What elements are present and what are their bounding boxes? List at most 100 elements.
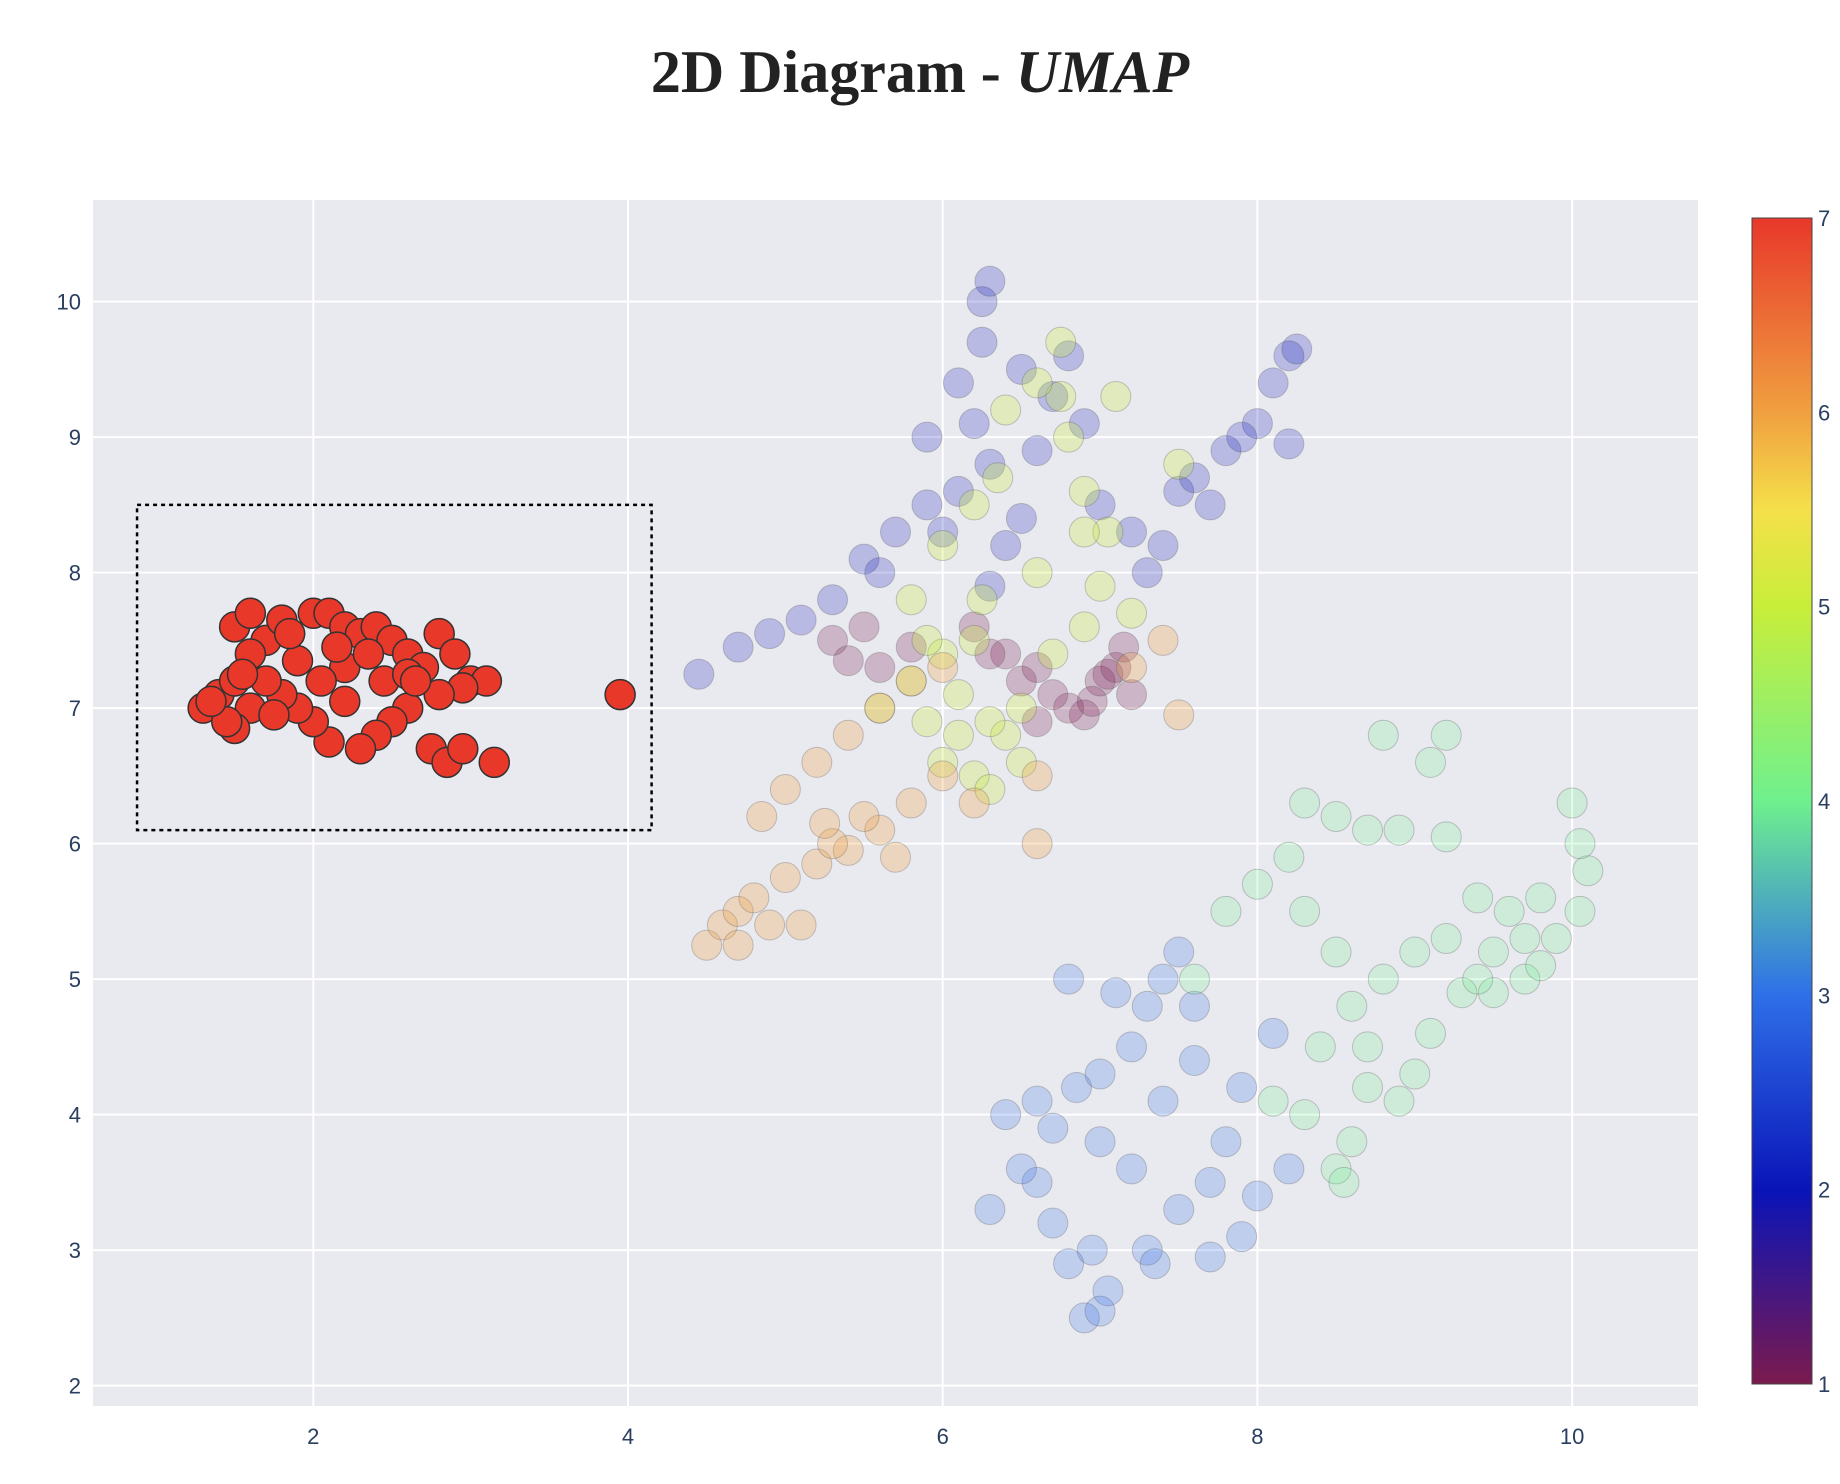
data-point[interactable]	[1320, 1153, 1352, 1185]
data-point[interactable]	[1399, 936, 1431, 968]
data-point[interactable]	[722, 631, 754, 663]
data-point[interactable]	[1068, 1302, 1100, 1334]
data-point[interactable]	[1092, 1275, 1124, 1307]
data-point[interactable]	[1131, 990, 1163, 1022]
data-point[interactable]	[344, 733, 377, 765]
data-point[interactable]	[1564, 895, 1596, 927]
data-point[interactable]	[769, 773, 801, 805]
data-point[interactable]	[1289, 1099, 1321, 1131]
data-point[interactable]	[880, 841, 911, 873]
data-point[interactable]	[1139, 1248, 1171, 1280]
data-point[interactable]	[1241, 868, 1273, 900]
data-point[interactable]	[864, 692, 896, 724]
data-point[interactable]	[895, 584, 927, 616]
data-point[interactable]	[974, 638, 1006, 670]
data-point[interactable]	[1194, 1241, 1226, 1273]
data-point[interactable]	[1328, 1166, 1360, 1198]
data-point[interactable]	[1509, 963, 1541, 995]
data-point[interactable]	[1116, 1153, 1148, 1185]
data-point[interactable]	[982, 462, 1014, 494]
data-point[interactable]	[1226, 421, 1258, 453]
data-point[interactable]	[895, 787, 927, 819]
data-point[interactable]	[706, 909, 738, 941]
data-point[interactable]	[1462, 963, 1494, 995]
data-point[interactable]	[1068, 475, 1100, 507]
data-point[interactable]	[1021, 651, 1053, 683]
data-point[interactable]	[1021, 367, 1053, 399]
data-point[interactable]	[1178, 462, 1210, 494]
data-point[interactable]	[195, 685, 227, 718]
data-point[interactable]	[1021, 760, 1053, 792]
data-point[interactable]	[990, 530, 1022, 562]
data-point[interactable]	[1068, 516, 1100, 548]
data-point[interactable]	[911, 489, 943, 521]
data-point[interactable]	[911, 624, 943, 656]
data-point[interactable]	[1320, 801, 1352, 833]
data-point[interactable]	[1383, 814, 1415, 846]
data-point[interactable]	[1100, 977, 1132, 1009]
data-point[interactable]	[1320, 936, 1352, 968]
data-point[interactable]	[785, 604, 817, 636]
data-point[interactable]	[1147, 1085, 1179, 1117]
data-point[interactable]	[801, 848, 833, 880]
data-point[interactable]	[604, 678, 636, 711]
data-point[interactable]	[832, 834, 864, 866]
data-point[interactable]	[966, 286, 998, 318]
data-point[interactable]	[1037, 380, 1069, 412]
data-point[interactable]	[1116, 1031, 1148, 1063]
data-point[interactable]	[1037, 638, 1069, 670]
selection-box[interactable]	[135, 503, 653, 832]
data-point[interactable]	[1210, 435, 1242, 467]
data-point[interactable]	[817, 624, 849, 656]
data-point[interactable]	[958, 489, 990, 521]
data-point[interactable]	[1053, 963, 1085, 995]
data-point[interactable]	[958, 408, 990, 440]
data-point[interactable]	[1005, 692, 1037, 724]
data-point[interactable]	[1053, 1248, 1085, 1280]
data-point[interactable]	[990, 1099, 1022, 1131]
data-point[interactable]	[911, 421, 943, 453]
data-point[interactable]	[1076, 685, 1108, 717]
data-point[interactable]	[1383, 1085, 1415, 1117]
data-point[interactable]	[329, 685, 361, 718]
data-point[interactable]	[1273, 428, 1305, 460]
data-point[interactable]	[1273, 841, 1305, 873]
data-point[interactable]	[927, 746, 959, 778]
data-point[interactable]	[691, 929, 723, 961]
data-point[interactable]	[1178, 990, 1210, 1022]
data-point[interactable]	[958, 624, 990, 656]
data-point[interactable]	[1068, 699, 1100, 731]
data-point[interactable]	[1068, 408, 1100, 440]
data-point[interactable]	[895, 631, 927, 663]
data-point[interactable]	[927, 530, 959, 562]
data-point[interactable]	[1289, 787, 1321, 819]
data-point[interactable]	[1084, 665, 1116, 697]
data-point[interactable]	[1572, 855, 1604, 887]
data-point[interactable]	[1084, 1295, 1116, 1327]
data-point[interactable]	[1399, 1058, 1431, 1090]
data-point[interactable]	[801, 746, 833, 778]
data-point[interactable]	[1352, 814, 1384, 846]
data-point[interactable]	[958, 760, 990, 792]
data-point[interactable]	[447, 733, 479, 765]
data-point[interactable]	[974, 265, 1006, 297]
data-point[interactable]	[1116, 679, 1148, 711]
data-point[interactable]	[1021, 1085, 1053, 1117]
data-point[interactable]	[722, 929, 754, 961]
data-point[interactable]	[1477, 977, 1509, 1009]
data-point[interactable]	[785, 909, 817, 941]
data-point[interactable]	[1163, 448, 1195, 480]
data-point[interactable]	[439, 638, 471, 670]
data-point[interactable]	[1068, 611, 1100, 643]
data-point[interactable]	[958, 611, 990, 643]
data-point[interactable]	[817, 584, 849, 616]
data-point[interactable]	[722, 895, 754, 927]
data-point[interactable]	[234, 597, 267, 630]
data-point[interactable]	[1336, 990, 1368, 1022]
data-point[interactable]	[927, 760, 959, 792]
data-point[interactable]	[1352, 1072, 1384, 1104]
data-point[interactable]	[1367, 963, 1399, 995]
data-point[interactable]	[1163, 699, 1195, 731]
data-point[interactable]	[990, 719, 1022, 751]
data-point[interactable]	[1540, 923, 1572, 955]
